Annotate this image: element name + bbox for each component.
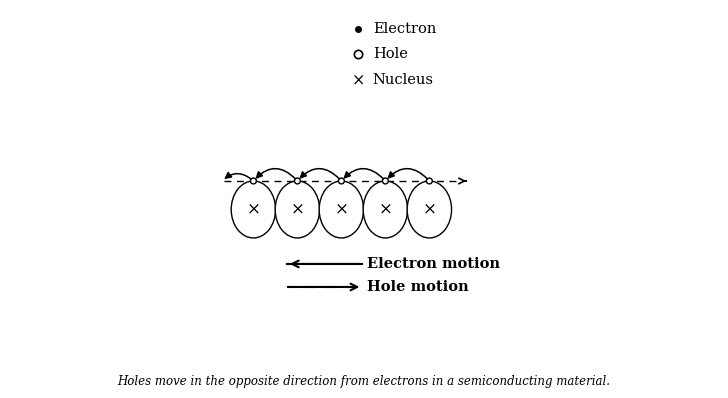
Ellipse shape (363, 181, 408, 238)
FancyArrowPatch shape (301, 169, 339, 179)
FancyArrowPatch shape (344, 169, 384, 179)
FancyArrowPatch shape (389, 169, 427, 179)
Text: Nucleus: Nucleus (373, 72, 434, 87)
Circle shape (427, 178, 432, 184)
Text: Holes move in the opposite direction from electrons in a semiconducting material: Holes move in the opposite direction fro… (117, 375, 611, 388)
Circle shape (382, 178, 388, 184)
Text: ×: × (290, 201, 304, 218)
Ellipse shape (319, 181, 363, 238)
Ellipse shape (407, 181, 451, 238)
FancyArrowPatch shape (256, 169, 296, 179)
Circle shape (250, 178, 256, 184)
Text: ×: × (422, 201, 436, 218)
Text: ×: × (247, 201, 261, 218)
Text: Hole motion: Hole motion (366, 280, 468, 294)
Ellipse shape (275, 181, 320, 238)
Text: ×: × (352, 71, 365, 88)
FancyArrowPatch shape (226, 173, 251, 179)
Circle shape (339, 178, 344, 184)
Circle shape (294, 178, 301, 184)
Ellipse shape (232, 181, 276, 238)
Text: ×: × (334, 201, 348, 218)
Text: Hole: Hole (373, 47, 408, 61)
Text: Electron: Electron (373, 22, 436, 36)
Text: ×: × (379, 201, 392, 218)
Text: Electron motion: Electron motion (366, 257, 499, 271)
